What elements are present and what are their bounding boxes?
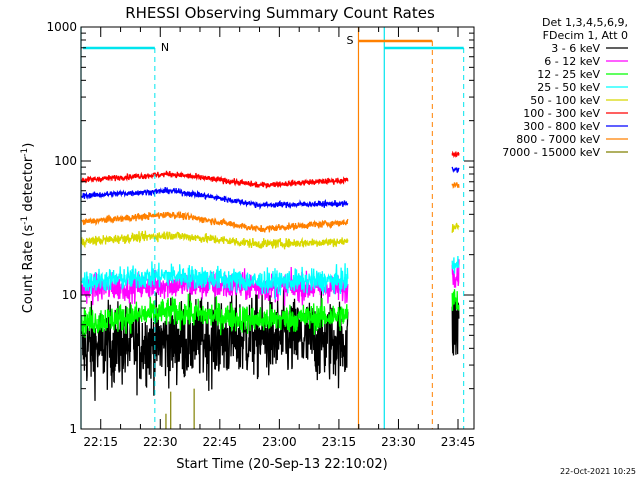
plot-area: NS	[80, 27, 465, 429]
footer-date: 22-Oct-2021 10:25	[560, 467, 636, 476]
series-line-2-0	[81, 293, 349, 338]
series-line-6-1	[451, 166, 460, 174]
night-label: N	[161, 41, 169, 54]
legend-header-2: FDecim 1, Att 0	[543, 29, 628, 42]
plot-frame	[80, 26, 475, 430]
series-line-7-0	[81, 210, 349, 233]
series-line-1-1	[451, 259, 460, 288]
y-tick-label: 1000	[46, 20, 77, 34]
chart-title: RHESSI Observing Summary Count Rates	[125, 4, 435, 22]
x-tick-label: 22:45	[203, 435, 238, 449]
legend-label-5: 100 - 300 keV	[523, 107, 600, 120]
series-line-5-0	[81, 170, 349, 189]
legend-label-3: 25 - 50 keV	[537, 81, 600, 94]
series-line-4-1	[451, 222, 460, 233]
series-line-3-0	[81, 261, 349, 300]
y-axis-label: Count Rate (s-1 detector-1)	[20, 143, 36, 314]
x-tick-label: 22:30	[143, 435, 178, 449]
series-line-6-0	[81, 186, 349, 211]
legend-label-1: 6 - 12 keV	[544, 55, 600, 68]
series-line-2-1	[451, 289, 460, 311]
legend-label-0: 3 - 6 keV	[551, 42, 600, 55]
y-tick-label: 10	[62, 288, 77, 302]
series-line-3-1	[451, 255, 460, 274]
y-label-part1: Count Rate (s	[21, 225, 36, 314]
legend-label-7: 800 - 7000 keV	[516, 133, 600, 146]
legend-header-1: Det 1,3,4,5,6,9,	[542, 16, 628, 29]
x-axis: 22:15 22:30 22:45 23:00 23:15 23:30 23:45	[83, 27, 475, 449]
series-line-4-0	[81, 230, 349, 250]
x-axis-label: Start Time (20-Sep-13 22:10:02)	[176, 457, 387, 472]
x-tick-label: 23:00	[262, 435, 297, 449]
series-line-5-1	[451, 150, 460, 159]
x-tick-label: 23:15	[322, 435, 357, 449]
y-axis: 1 10 100 1000	[46, 20, 474, 436]
series-line-0-0	[81, 287, 349, 401]
y-label-sup2: -1	[20, 148, 30, 157]
y-label-part3: )	[21, 143, 36, 148]
legend-label-8: 7000 - 15000 keV	[502, 146, 600, 159]
legend: Det 1,3,4,5,6,9, FDecim 1, Att 0 3 - 6 k…	[502, 16, 628, 159]
legend-label-6: 300 - 800 keV	[523, 120, 600, 133]
saa-label: S	[346, 34, 353, 47]
y-tick-label: 100	[54, 154, 77, 168]
y-tick-label: 1	[69, 422, 77, 436]
x-tick-label: 23:30	[381, 435, 416, 449]
x-tick-label: 23:45	[441, 435, 476, 449]
series-line-7-1	[451, 181, 460, 190]
legend-label-2: 12 - 25 keV	[537, 68, 600, 81]
y-label-part2: detector	[21, 156, 36, 216]
legend-label-4: 50 - 100 keV	[530, 94, 600, 107]
x-tick-label: 22:15	[83, 435, 118, 449]
y-label-sup1: -1	[20, 216, 30, 225]
